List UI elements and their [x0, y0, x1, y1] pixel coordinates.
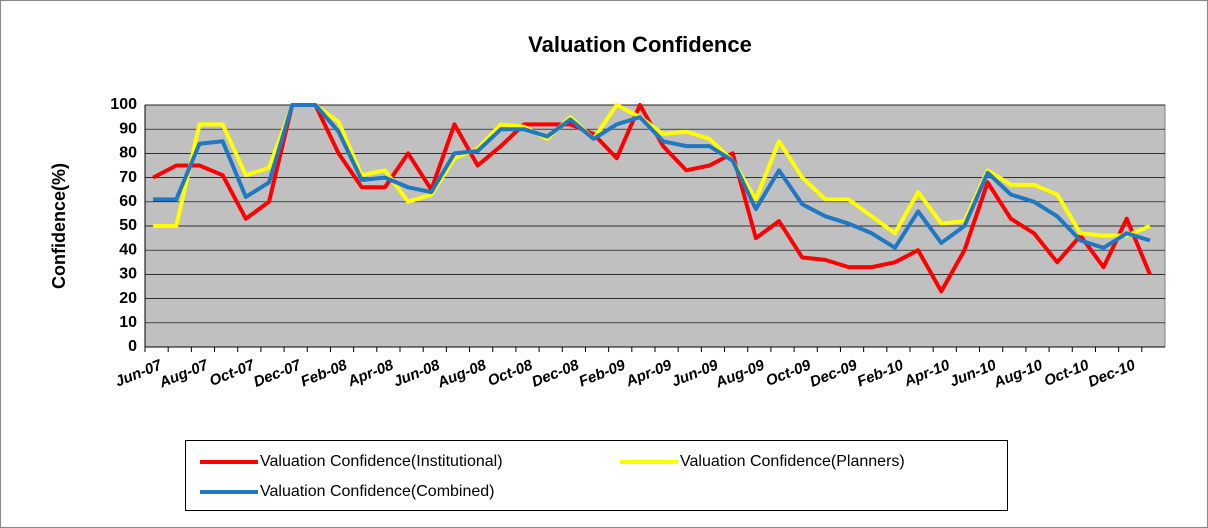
y-tick-label: 40 [119, 241, 137, 258]
legend-label: Valuation Confidence(Planners) [680, 453, 905, 470]
legend-label: Valuation Confidence(Institutional) [260, 453, 503, 470]
series-line [153, 103, 1151, 250]
legend-box [185, 440, 1008, 511]
y-tick-label: 20 [119, 290, 137, 307]
y-tick-label: 50 [119, 217, 137, 234]
y-tick-label: 90 [119, 120, 137, 137]
y-tick-label: 30 [119, 266, 137, 283]
y-tick-label: 60 [119, 193, 137, 210]
legend-label: Valuation Confidence(Combined) [260, 483, 495, 500]
chart-title: Valuation Confidence [528, 32, 752, 57]
y-tick-label: 100 [110, 96, 137, 113]
y-tick-label: 0 [128, 338, 137, 355]
y-tick-label: 70 [119, 169, 137, 186]
y-tick-label: 80 [119, 145, 137, 162]
y-tick-label: 10 [119, 314, 137, 331]
y-axis-label: Confidence(%) [49, 163, 69, 289]
